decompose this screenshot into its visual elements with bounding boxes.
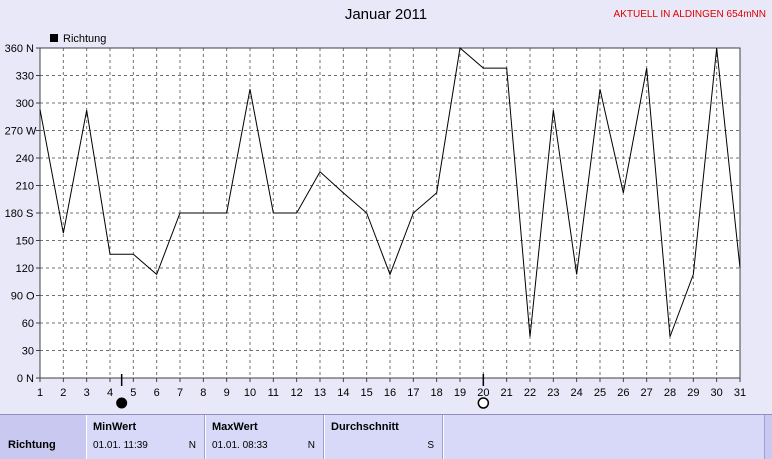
- x-tick-label: 5: [130, 387, 136, 399]
- y-compass-label: N: [26, 373, 34, 385]
- stats-panel: Richtung MinWert 01.01. 11:39 N MaxWert …: [0, 414, 772, 459]
- y-tick-label: 270: [5, 126, 23, 138]
- y-tick-label: 120: [16, 263, 34, 275]
- y-compass-label: S: [26, 208, 33, 220]
- y-tick-label: 90: [11, 291, 23, 303]
- series-line: [39, 47, 741, 337]
- full-moon-icon: [477, 397, 490, 409]
- y-tick-label: 180: [5, 208, 23, 220]
- y-tick-label: 240: [16, 153, 34, 165]
- legend-swatch: [50, 34, 58, 42]
- x-tick-label: 30: [711, 387, 723, 399]
- min-direction: N: [188, 440, 196, 451]
- max-time: 01.01. 08:33: [212, 440, 268, 451]
- x-tick-label: 28: [664, 387, 676, 399]
- y-tick-label: 0: [17, 373, 23, 385]
- x-tick-label: 4: [107, 387, 113, 399]
- max-direction: N: [307, 440, 315, 451]
- min-time: 01.01. 11:39: [93, 440, 148, 451]
- y-tick-label: 30: [22, 346, 34, 358]
- x-tick-label: 20: [477, 387, 489, 399]
- x-tick-label: 1: [37, 387, 43, 399]
- x-tick-label: 23: [547, 387, 559, 399]
- y-tick-label: 300: [16, 98, 34, 110]
- y-tick-label: 210: [16, 181, 34, 193]
- y-compass-label: O: [26, 291, 35, 303]
- x-tick-label: 8: [200, 387, 206, 399]
- y-tick-label: 60: [22, 318, 34, 330]
- max-header: MaxWert: [212, 421, 258, 433]
- y-tick-label: 330: [16, 71, 34, 83]
- max-value-cell: MaxWert 01.01. 08:33 N: [205, 415, 324, 459]
- stats-row-label: Richtung: [8, 439, 56, 451]
- x-tick-label: 11: [268, 387, 279, 399]
- y-compass-label: N: [26, 43, 34, 55]
- x-tick-label: 7: [177, 387, 183, 399]
- chart-title: Januar 2011: [344, 6, 428, 23]
- x-tick-label: 25: [594, 387, 606, 399]
- x-tick-label: 14: [337, 387, 349, 399]
- y-tick-label: 150: [16, 236, 34, 248]
- x-tick-label: 22: [524, 387, 536, 399]
- avg-direction: S: [427, 440, 434, 451]
- average-cell: Durchschnitt S: [324, 415, 443, 459]
- empty-cell: [443, 415, 765, 459]
- y-tick-label: 360: [5, 43, 23, 55]
- x-tick-label: 13: [314, 387, 326, 399]
- x-tick-label: 19: [454, 387, 466, 399]
- station-label: AKTUELL IN ALDINGEN 654mNN: [613, 9, 766, 20]
- x-tick-label: 3: [84, 387, 90, 399]
- min-header: MinWert: [93, 421, 137, 433]
- x-tick-label: 31: [734, 387, 746, 399]
- y-compass-label: W: [26, 126, 37, 138]
- x-tick-label: 2: [60, 387, 66, 399]
- min-value-cell: MinWert 01.01. 11:39 N: [86, 415, 205, 459]
- x-tick-label: 18: [431, 387, 443, 399]
- avg-header: Durchschnitt: [331, 421, 399, 433]
- x-tick-label: 10: [244, 387, 256, 399]
- legend-label: Richtung: [63, 33, 106, 45]
- x-tick-label: 24: [571, 387, 583, 399]
- x-tick-label: 29: [687, 387, 699, 399]
- new-moon-icon: [116, 397, 128, 409]
- x-tick-label: 15: [361, 387, 373, 399]
- x-tick-label: 17: [407, 387, 419, 399]
- x-tick-label: 16: [384, 387, 396, 399]
- x-tick-label: 6: [154, 387, 160, 399]
- x-tick-label: 26: [617, 387, 629, 399]
- x-tick-label: 9: [224, 387, 230, 399]
- x-tick-label: 21: [501, 387, 513, 399]
- x-tick-label: 12: [291, 387, 303, 399]
- x-tick-label: 27: [641, 387, 653, 399]
